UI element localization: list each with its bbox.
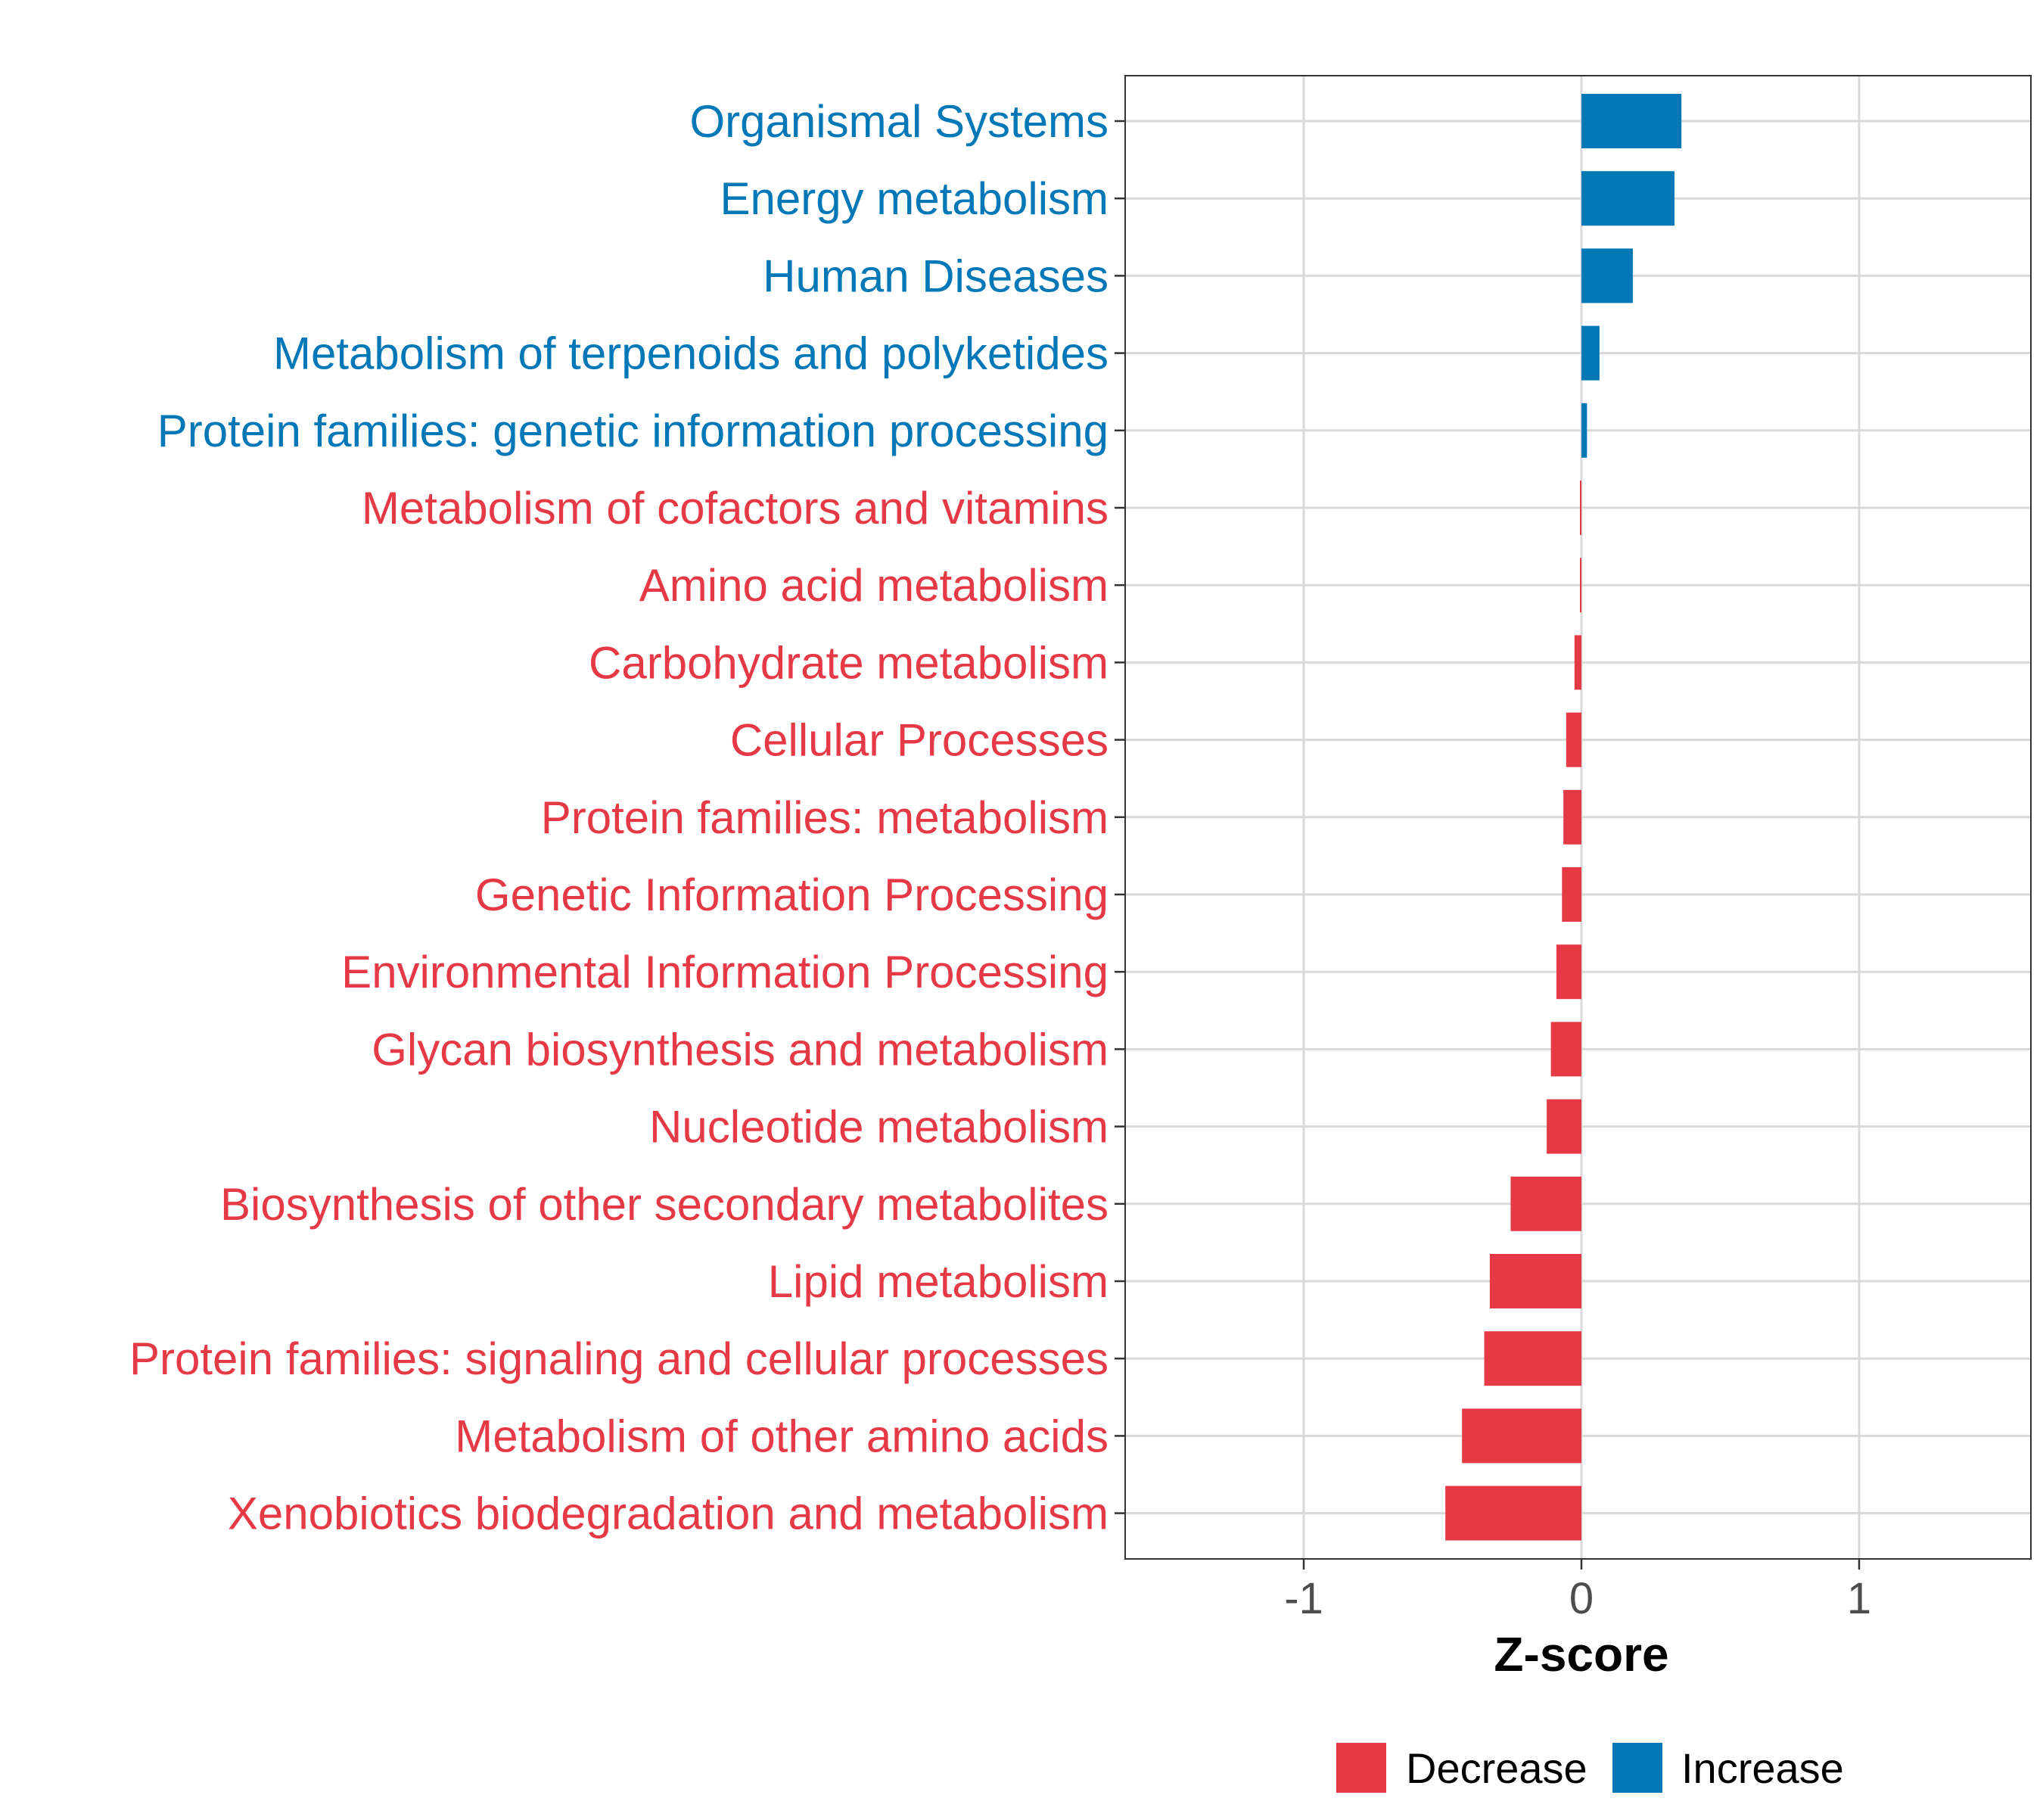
x-tick-label: 0 <box>1569 1574 1594 1623</box>
bar-decrease <box>1510 1176 1581 1231</box>
bar-decrease <box>1562 867 1581 922</box>
y-tick-label: Xenobiotics biodegradation and metabolis… <box>228 1489 1109 1539</box>
y-tick-label: Protein families: metabolism <box>541 792 1109 843</box>
bar-decrease <box>1566 712 1581 767</box>
legend: Decrease Increase <box>1336 1743 1844 1793</box>
y-tick-label: Human Diseases <box>763 250 1109 301</box>
legend-label-decrease: Decrease <box>1406 1744 1587 1792</box>
y-tick-label: Energy metabolism <box>720 173 1109 224</box>
bar-increase <box>1581 94 1682 148</box>
y-tick-label: Amino acid metabolism <box>639 560 1109 611</box>
legend-label-increase: Increase <box>1681 1744 1844 1792</box>
x-axis-ticks <box>1302 1559 1861 1570</box>
y-tick-label: Biosynthesis of other secondary metaboli… <box>220 1179 1109 1230</box>
bar-decrease <box>1484 1331 1581 1386</box>
bar-decrease <box>1462 1408 1581 1464</box>
x-axis-title: Z-score <box>1494 1627 1668 1682</box>
bar-decrease <box>1556 944 1581 1000</box>
bar-decrease <box>1445 1486 1581 1541</box>
bars <box>1445 94 1682 1541</box>
bar-increase <box>1581 403 1587 458</box>
y-tick-label: Metabolism of other amino acids <box>455 1411 1109 1461</box>
x-tick-label: -1 <box>1284 1574 1323 1623</box>
y-tick-label: Lipid metabolism <box>768 1256 1109 1307</box>
bar-increase <box>1581 171 1675 226</box>
bar-decrease <box>1580 558 1581 613</box>
y-tick-label: Nucleotide metabolism <box>649 1102 1109 1153</box>
bar-decrease <box>1580 481 1581 535</box>
y-tick-label: Cellular Processes <box>730 715 1109 766</box>
bar-increase <box>1581 325 1600 381</box>
y-tick-label: Genetic Information Processing <box>475 870 1109 920</box>
x-axis-tick-labels: -1 0 1 <box>1284 1574 1871 1623</box>
legend-swatch-decrease <box>1336 1743 1386 1793</box>
legend-swatch-increase <box>1612 1743 1662 1793</box>
bar-increase <box>1581 248 1633 303</box>
bar-decrease <box>1574 635 1581 690</box>
y-tick-label: Metabolism of cofactors and vitamins <box>362 483 1109 534</box>
y-axis-labels: Organismal Systems Energy metabolism Human… <box>129 96 1109 1539</box>
bar-decrease <box>1489 1254 1581 1308</box>
y-tick-label: Metabolism of terpenoids and polyketides <box>273 328 1109 379</box>
y-tick-label: Protein families: signaling and cellular… <box>129 1333 1109 1384</box>
y-tick-label: Protein families: genetic information pr… <box>157 406 1109 456</box>
y-tick-label: Glycan biosynthesis and metabolism <box>372 1024 1109 1075</box>
y-tick-label: Organismal Systems <box>690 96 1109 147</box>
y-tick-label: Carbohydrate metabolism <box>589 637 1109 688</box>
y-axis-ticks <box>1115 120 1125 1514</box>
bar-decrease <box>1550 1022 1581 1077</box>
x-tick-label: 1 <box>1847 1574 1871 1623</box>
y-tick-label: Environmental Information Processing <box>341 947 1109 997</box>
bar-decrease <box>1547 1099 1581 1154</box>
bar-decrease <box>1563 789 1581 845</box>
